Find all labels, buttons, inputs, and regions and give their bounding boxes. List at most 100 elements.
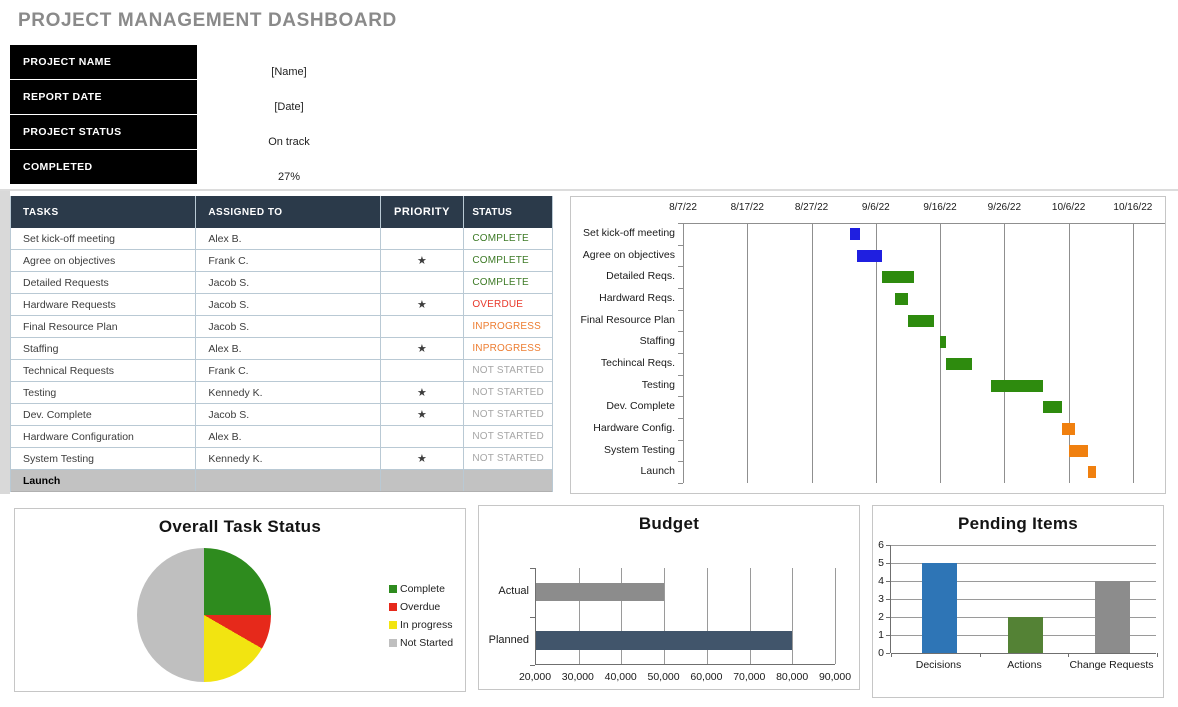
budget-axis-tick-label: 50,000 bbox=[647, 671, 680, 683]
assigned-cell[interactable]: Frank C. bbox=[196, 250, 381, 271]
info-label-report-date: REPORT DATE bbox=[10, 80, 197, 114]
budget-bar bbox=[536, 631, 793, 650]
status-cell[interactable]: COMPLETE bbox=[472, 255, 529, 266]
priority-cell[interactable] bbox=[381, 272, 465, 293]
pending-axis-tick-label: 0 bbox=[878, 647, 884, 659]
pending-gridline bbox=[891, 599, 1156, 600]
task-cell[interactable]: Hardware Configuration bbox=[11, 426, 197, 447]
pending-bar bbox=[1095, 581, 1130, 653]
gantt-axis-tick bbox=[678, 483, 683, 484]
table-row[interactable]: Final Resource Plan Jacob S. INPROGRESS bbox=[11, 316, 552, 338]
info-value-completed[interactable]: 27% bbox=[277, 171, 301, 183]
priority-cell[interactable] bbox=[381, 228, 465, 249]
table-row[interactable]: Testing Kennedy K. ★ NOT STARTED bbox=[11, 382, 552, 404]
gantt-task-label: Hardward Reqs. bbox=[599, 291, 675, 304]
assigned-cell[interactable]: Jacob S. bbox=[196, 404, 381, 425]
status-cell[interactable]: NOT STARTED bbox=[472, 365, 544, 376]
priority-cell[interactable]: ★ bbox=[381, 404, 465, 425]
table-row[interactable]: Hardware Configuration Alex B. NOT STARTED bbox=[11, 426, 552, 448]
task-cell[interactable]: Testing bbox=[11, 382, 197, 403]
table-row[interactable]: Dev. Complete Jacob S. ★ NOT STARTED bbox=[11, 404, 552, 426]
left-gutter bbox=[0, 191, 10, 494]
priority-cell[interactable] bbox=[381, 426, 465, 447]
pending-category-label: Actions bbox=[1007, 659, 1042, 671]
gantt-bar bbox=[1087, 466, 1096, 479]
assigned-cell[interactable]: Jacob S. bbox=[196, 272, 381, 293]
gantt-gridline bbox=[940, 223, 942, 483]
info-value-report-date[interactable]: [Date] bbox=[274, 101, 304, 113]
status-cell[interactable]: COMPLETE bbox=[472, 233, 529, 244]
assigned-cell[interactable]: Jacob S. bbox=[196, 316, 381, 337]
assigned-cell[interactable]: Kennedy K. bbox=[196, 382, 381, 403]
priority-cell[interactable]: ★ bbox=[381, 250, 465, 271]
pending-axis-tick bbox=[891, 653, 892, 657]
gantt-task-label: Final Resource Plan bbox=[580, 313, 675, 326]
task-cell[interactable]: Hardware Requests bbox=[11, 294, 197, 315]
chart-title-budget: Budget bbox=[638, 514, 700, 533]
assigned-cell[interactable]: Jacob S. bbox=[196, 294, 381, 315]
status-cell[interactable]: NOT STARTED bbox=[472, 431, 544, 442]
gantt-task-label: Testing bbox=[641, 378, 675, 391]
assigned-cell[interactable]: Kennedy K. bbox=[196, 448, 381, 469]
budget-bar bbox=[536, 583, 665, 601]
table-row-launch[interactable]: Launch bbox=[11, 470, 552, 492]
info-value-project-name[interactable]: [Name] bbox=[271, 66, 307, 78]
priority-cell[interactable]: ★ bbox=[381, 448, 465, 469]
priority-cell[interactable] bbox=[381, 470, 465, 491]
assigned-cell[interactable]: Alex B. bbox=[196, 426, 381, 447]
pending-category-label: Change Requests bbox=[1069, 659, 1154, 671]
task-cell[interactable]: Dev. Complete bbox=[11, 404, 197, 425]
gantt-axis-tick bbox=[678, 223, 683, 224]
gantt-bar bbox=[946, 357, 973, 370]
table-row[interactable]: Hardware Requests Jacob S. ★ OVERDUE bbox=[11, 294, 552, 316]
table-row[interactable]: Technical Requests Frank C. NOT STARTED bbox=[11, 360, 552, 382]
legend-label: Complete bbox=[400, 583, 445, 595]
priority-cell[interactable]: ★ bbox=[381, 294, 465, 315]
gantt-date-label: 10/16/22 bbox=[1113, 202, 1153, 213]
priority-cell[interactable] bbox=[381, 360, 465, 381]
table-row[interactable]: Set kick-off meeting Alex B. COMPLETE bbox=[11, 228, 552, 250]
chart-title-overall-task-status: Overall Task Status bbox=[158, 517, 322, 536]
budget-axis-tick-label: 80,000 bbox=[776, 671, 809, 683]
status-cell[interactable]: OVERDUE bbox=[472, 299, 524, 310]
task-cell[interactable]: Agree on objectives bbox=[11, 250, 197, 271]
task-cell[interactable]: Final Resource Plan bbox=[11, 316, 197, 337]
pending-axis-tick bbox=[1157, 653, 1158, 657]
gantt-axis-tick bbox=[678, 244, 683, 246]
gantt-axis-tick bbox=[678, 439, 683, 441]
info-value-project-status[interactable]: On track bbox=[268, 136, 310, 148]
task-cell[interactable]: Set kick-off meeting bbox=[11, 228, 197, 249]
status-cell[interactable]: INPROGRESS bbox=[472, 321, 541, 332]
priority-cell[interactable] bbox=[381, 316, 465, 337]
status-cell[interactable]: NOT STARTED bbox=[472, 409, 544, 420]
assigned-cell[interactable] bbox=[196, 470, 381, 491]
task-cell[interactable]: Launch bbox=[11, 470, 197, 491]
task-cell[interactable]: Detailed Requests bbox=[11, 272, 197, 293]
assigned-cell[interactable]: Frank C. bbox=[196, 360, 381, 381]
status-cell[interactable] bbox=[464, 470, 552, 491]
budget-axis-tick-label: 30,000 bbox=[561, 671, 594, 683]
assigned-cell[interactable]: Alex B. bbox=[196, 228, 381, 249]
task-cell[interactable]: Technical Requests bbox=[11, 360, 197, 381]
status-cell[interactable]: NOT STARTED bbox=[472, 453, 544, 464]
status-cell[interactable]: NOT STARTED bbox=[472, 387, 544, 398]
gantt-axis-tick bbox=[678, 331, 683, 333]
priority-cell[interactable]: ★ bbox=[381, 338, 465, 359]
task-cell[interactable]: Staffing bbox=[11, 338, 197, 359]
table-row[interactable]: System Testing Kennedy K. ★ NOT STARTED bbox=[11, 448, 552, 470]
info-label-text: PROJECT NAME bbox=[23, 56, 112, 68]
status-cell[interactable]: COMPLETE bbox=[472, 277, 529, 288]
table-row[interactable]: Staffing Alex B. ★ INPROGRESS bbox=[11, 338, 552, 360]
table-row[interactable]: Agree on objectives Frank C. ★ COMPLETE bbox=[11, 250, 552, 272]
assigned-cell[interactable]: Alex B. bbox=[196, 338, 381, 359]
table-row[interactable]: Detailed Requests Jacob S. COMPLETE bbox=[11, 272, 552, 294]
gantt-axis-tick bbox=[678, 418, 683, 419]
status-cell[interactable]: INPROGRESS bbox=[472, 343, 541, 354]
gantt-gridline bbox=[811, 223, 813, 483]
task-cell[interactable]: System Testing bbox=[11, 448, 197, 469]
budget-plot-area bbox=[535, 568, 836, 665]
priority-cell[interactable]: ★ bbox=[381, 382, 465, 403]
gantt-bar bbox=[991, 379, 1043, 392]
gantt-bar bbox=[1062, 422, 1076, 435]
gantt-task-label: Detailed Reqs. bbox=[606, 270, 675, 283]
